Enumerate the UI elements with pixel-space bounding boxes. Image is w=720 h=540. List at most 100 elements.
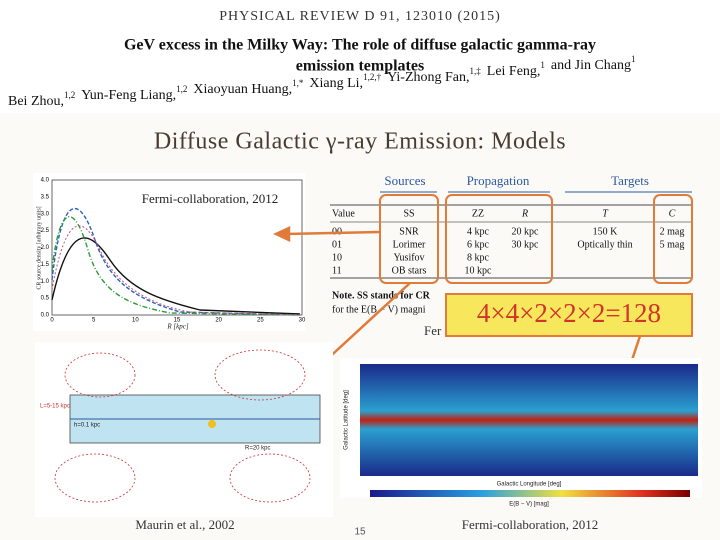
table-note: Note. SS stands for CR xyxy=(332,290,431,301)
x-tick-label: 10 xyxy=(132,318,139,324)
diagram-image: L=5-15 kpc h=0.1 kpc R=20 kpc xyxy=(35,342,333,517)
plot-frame xyxy=(51,179,303,316)
column-header: Value xyxy=(332,208,355,219)
table-cell: 6 kpc xyxy=(467,239,490,250)
skymap-xlabel: Galactic Longitude [deg] xyxy=(497,482,562,488)
x-tick-label: 0 xyxy=(50,318,54,324)
highlight-box xyxy=(445,194,553,284)
arrow-head xyxy=(273,226,291,242)
table-cell: 4 kpc xyxy=(467,226,490,237)
table-cell: 8 kpc xyxy=(467,252,490,263)
y-tick-label: 0.0 xyxy=(41,313,50,319)
author-name: Lei Feng, xyxy=(487,64,541,79)
inset xyxy=(64,352,136,398)
arrow xyxy=(284,230,381,236)
x-tick-label: 5 xyxy=(92,318,96,324)
plot-ylabel: CR source density [arbitrary units] xyxy=(36,206,42,289)
table-cell: 150 K xyxy=(593,226,619,237)
y-tick-label: 3.0 xyxy=(41,211,50,217)
author-name: Bei Zhou, xyxy=(8,94,64,109)
author-name: Xiaoyuan Huang, xyxy=(193,82,292,97)
inset xyxy=(214,349,306,401)
plot-image: Fermi-collaboration, 2012 R [kpc] CR sou… xyxy=(33,173,306,331)
author-affiliation: 1 xyxy=(631,54,636,64)
column-header: T xyxy=(602,208,609,219)
group-header: Propagation xyxy=(467,173,530,188)
table-cell: OB stars xyxy=(392,265,427,276)
table-image: Sources Propagation Targets Value SS ZZ R T C… xyxy=(330,173,693,338)
formula-box xyxy=(445,293,693,337)
author-affiliation: 1,‡ xyxy=(470,66,482,76)
y-tick-label: 3.5 xyxy=(41,194,50,200)
y-tick-label: 2.5 xyxy=(41,228,50,234)
skymap-caption: Fermi-collaboration, 2012 xyxy=(462,517,598,532)
table-note: for the E(B − V) magni xyxy=(332,304,426,315)
table-cell: Optically thin xyxy=(577,239,632,250)
y-tick-label: 0.5 xyxy=(41,296,50,302)
table-cell: 10 xyxy=(332,252,342,263)
colorbar xyxy=(370,490,690,497)
table-cell: Yusifov xyxy=(393,252,424,263)
author-affiliation: 1,2 xyxy=(176,84,187,94)
column-header: C xyxy=(669,208,676,219)
table-cell: 2 mag xyxy=(660,226,685,237)
y-tick-label: 1.0 xyxy=(41,279,50,285)
plot-bg xyxy=(33,173,305,331)
y-tick-label: 4.0 xyxy=(41,178,50,184)
table-cell: 11 xyxy=(332,265,342,276)
table-cell: 10 kpc xyxy=(465,265,493,276)
table-cell: 30 kpc xyxy=(512,239,540,250)
author-affiliation: 1,2,† xyxy=(363,72,382,82)
sun xyxy=(208,420,216,428)
column-header: R xyxy=(521,208,528,219)
y-tick-label: 1.5 xyxy=(41,262,50,268)
x-tick-label: 30 xyxy=(299,318,306,324)
author-name: Yun-Feng Liang, xyxy=(81,88,176,103)
diagram-label: L=5-15 kpc xyxy=(40,404,70,410)
group-header: Targets xyxy=(611,173,649,188)
paper-title: GeV excess in the Milky Way: The role of… xyxy=(124,37,596,54)
skymap xyxy=(360,364,698,476)
plot-xlabel: R [kpc] xyxy=(166,323,188,331)
slide-title: Diffuse Galactic γ-ray Emission: Models xyxy=(154,129,566,155)
author-name: Xiang Li, xyxy=(309,76,363,91)
x-tick-label: 15 xyxy=(174,318,181,324)
column-header: ZZ xyxy=(472,208,484,219)
table-cell: 5 mag xyxy=(660,239,685,250)
author-affiliation: 1 xyxy=(540,60,545,70)
table-caption: Fer xyxy=(424,323,442,338)
curve xyxy=(51,225,301,316)
paper-title: emission templates xyxy=(296,58,424,75)
colorbar-label: E(B − V) [mag] xyxy=(509,502,549,508)
plot-caption: Fermi-collaboration, 2012 xyxy=(142,191,278,206)
curve xyxy=(51,216,301,316)
diagram-label: R=20 kpc xyxy=(245,446,271,452)
author-affiliation: 1,2 xyxy=(64,90,75,100)
authors: Bei Zhou,1,2 Yun-Feng Liang,1,2 Xiaoyuan H… xyxy=(8,54,636,109)
inset xyxy=(229,453,311,503)
highlight-box xyxy=(653,194,693,284)
group-header: Sources xyxy=(384,173,425,188)
formula: 4×4×2×2×2=128 xyxy=(477,298,661,328)
author-name: Yi-Zhong Fan, xyxy=(387,70,469,85)
inset xyxy=(54,453,136,503)
table-cell: 20 kpc xyxy=(512,226,540,237)
table-cell: 01 xyxy=(332,239,342,250)
table-cell: Lorimer xyxy=(393,239,426,250)
curve xyxy=(51,207,301,316)
diagram-caption: Maurin et al., 2002 xyxy=(135,517,234,532)
x-tick-label: 25 xyxy=(257,318,264,324)
table-cell: SNR xyxy=(399,226,419,237)
page-number: 15 xyxy=(354,527,366,538)
author-name: and Jin Chang xyxy=(551,58,631,73)
column-header: SS xyxy=(403,208,414,219)
diagram-label: h=0.1 kpc xyxy=(74,423,100,429)
curve xyxy=(51,237,301,315)
journal: PHYSICAL REVIEW D 91, 123010 (2015) xyxy=(219,9,501,24)
x-tick-label: 20 xyxy=(215,318,222,324)
skymap-ylabel: Galactic Latitude [deg] xyxy=(344,390,350,450)
author-affiliation: 1,* xyxy=(292,78,304,88)
y-tick-label: 2.0 xyxy=(41,245,50,251)
skymap-image: Galactic Latitude [deg] Galactic Longitu… xyxy=(340,358,702,508)
